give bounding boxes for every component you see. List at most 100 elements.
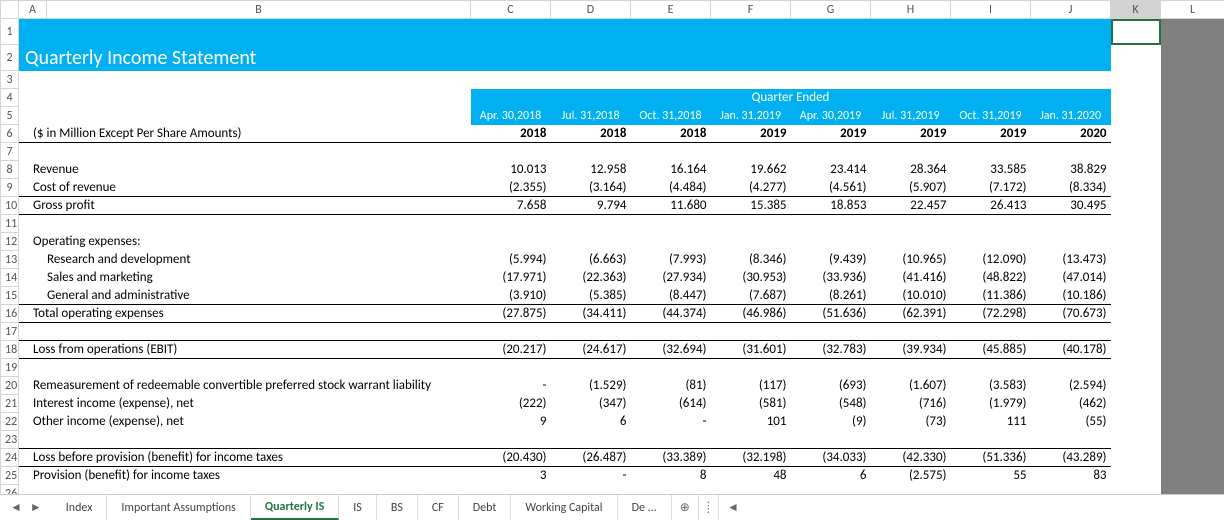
table-cell[interactable]: (62.391): [871, 305, 951, 323]
tab-working-capital[interactable]: Working Capital: [511, 495, 617, 520]
table-cell[interactable]: (51.636): [791, 305, 871, 323]
table-cell[interactable]: (26.487): [551, 449, 631, 467]
table-cell[interactable]: (10.186): [1031, 287, 1111, 305]
table-cell[interactable]: -: [471, 377, 551, 395]
table-cell[interactable]: (4.484): [631, 179, 711, 197]
tab-bs[interactable]: BS: [377, 495, 418, 520]
row-header-3[interactable]: 3: [1, 71, 19, 89]
table-cell[interactable]: (20.430): [471, 449, 551, 467]
table-cell[interactable]: (8.447): [631, 287, 711, 305]
cell-K17[interactable]: [1111, 323, 1161, 341]
table-cell[interactable]: (17.971): [471, 269, 551, 287]
col-header-L[interactable]: L: [1161, 1, 1224, 19]
tab-debt[interactable]: Debt: [459, 495, 512, 520]
row-header-2[interactable]: 2: [1, 45, 19, 71]
table-cell[interactable]: 111: [951, 413, 1031, 431]
table-cell[interactable]: -: [551, 467, 631, 485]
table-cell[interactable]: 11.680: [631, 197, 711, 215]
row-header-21[interactable]: 21: [1, 395, 19, 413]
table-cell[interactable]: (716): [871, 395, 951, 413]
cell-K2[interactable]: [1111, 45, 1161, 71]
table-cell[interactable]: (4.561): [791, 179, 871, 197]
cell-K1[interactable]: [1111, 19, 1161, 45]
table-cell[interactable]: 6: [551, 413, 631, 431]
add-sheet-button[interactable]: ⊕: [672, 495, 698, 520]
table-cell[interactable]: 38.829: [1031, 161, 1111, 179]
table-cell[interactable]: (33.389): [631, 449, 711, 467]
table-cell[interactable]: 19.662: [711, 161, 791, 179]
table-cell[interactable]: 101: [711, 413, 791, 431]
table-cell[interactable]: (10.965): [871, 251, 951, 269]
table-cell[interactable]: (20.217): [471, 341, 551, 359]
table-cell[interactable]: (32.694): [631, 341, 711, 359]
table-cell[interactable]: (42.330): [871, 449, 951, 467]
table-cell[interactable]: (9.439): [791, 251, 871, 269]
table-cell[interactable]: (614): [631, 395, 711, 413]
table-cell[interactable]: 23.414: [791, 161, 871, 179]
table-cell[interactable]: 48: [711, 467, 791, 485]
row-header-19[interactable]: 19: [1, 359, 19, 377]
row-header-11[interactable]: 11: [1, 215, 19, 233]
table-cell[interactable]: (7.993): [631, 251, 711, 269]
table-cell[interactable]: 22.457: [871, 197, 951, 215]
table-cell[interactable]: (117): [711, 377, 791, 395]
tab-quarterly-is[interactable]: Quarterly IS: [251, 495, 339, 520]
col-header-F[interactable]: F: [711, 1, 791, 19]
row-header-23[interactable]: 23: [1, 431, 19, 449]
table-cell[interactable]: (5.907): [871, 179, 951, 197]
table-cell[interactable]: 33.585: [951, 161, 1031, 179]
row-header-20[interactable]: 20: [1, 377, 19, 395]
row-header-10[interactable]: 10: [1, 197, 19, 215]
table-cell[interactable]: (27.934): [631, 269, 711, 287]
table-cell[interactable]: (462): [1031, 395, 1111, 413]
row-header-24[interactable]: 24: [1, 449, 19, 467]
table-cell[interactable]: (34.033): [791, 449, 871, 467]
table-cell[interactable]: (581): [711, 395, 791, 413]
table-cell[interactable]: (47.014): [1031, 269, 1111, 287]
table-cell[interactable]: (7.172): [951, 179, 1031, 197]
table-cell[interactable]: (72.298): [951, 305, 1031, 323]
col-header-J[interactable]: J: [1031, 1, 1111, 19]
row-header-18[interactable]: 18: [1, 341, 19, 359]
table-cell[interactable]: (1.979): [951, 395, 1031, 413]
table-cell[interactable]: 16.164: [631, 161, 711, 179]
table-cell[interactable]: (30.953): [711, 269, 791, 287]
row-header-8[interactable]: 8: [1, 161, 19, 179]
cell-K5[interactable]: [1111, 107, 1161, 125]
table-cell[interactable]: (70.673): [1031, 305, 1111, 323]
table-cell[interactable]: 9.794: [551, 197, 631, 215]
table-cell[interactable]: (1.529): [551, 377, 631, 395]
tab-scroll-left-icon[interactable]: ◄: [718, 495, 747, 520]
cell-AB5[interactable]: [19, 107, 471, 125]
table-cell[interactable]: (3.583): [951, 377, 1031, 395]
cell-K3[interactable]: [1111, 71, 1161, 89]
table-cell[interactable]: (347): [551, 395, 631, 413]
cell-K18[interactable]: [1111, 341, 1161, 359]
row-header-25[interactable]: 25: [1, 467, 19, 485]
row-header-12[interactable]: 12: [1, 233, 19, 251]
table-cell[interactable]: (27.875): [471, 305, 551, 323]
col-header-H[interactable]: H: [871, 1, 951, 19]
table-cell[interactable]: (73): [871, 413, 951, 431]
col-header-E[interactable]: E: [631, 1, 711, 19]
table-cell[interactable]: (48.822): [951, 269, 1031, 287]
cell-K6[interactable]: [1111, 125, 1161, 143]
table-cell[interactable]: (8.346): [711, 251, 791, 269]
table-cell[interactable]: (11.386): [951, 287, 1031, 305]
table-cell[interactable]: (5.385): [551, 287, 631, 305]
table-cell[interactable]: 6: [791, 467, 871, 485]
tab-index[interactable]: Index: [52, 495, 108, 520]
table-cell[interactable]: 3: [471, 467, 551, 485]
table-cell[interactable]: (43.289): [1031, 449, 1111, 467]
table-cell[interactable]: (40.178): [1031, 341, 1111, 359]
table-cell[interactable]: (10.010): [871, 287, 951, 305]
table-cell[interactable]: (222): [471, 395, 551, 413]
select-all-corner[interactable]: [1, 1, 19, 19]
table-cell[interactable]: (32.783): [791, 341, 871, 359]
table-cell[interactable]: (12.090): [951, 251, 1031, 269]
tab-nav-prev-icon[interactable]: ◄: [10, 500, 22, 515]
cell-K9[interactable]: [1111, 179, 1161, 197]
table-cell[interactable]: 9: [471, 413, 551, 431]
table-cell[interactable]: 8: [631, 467, 711, 485]
cell-K23[interactable]: [1111, 431, 1161, 449]
